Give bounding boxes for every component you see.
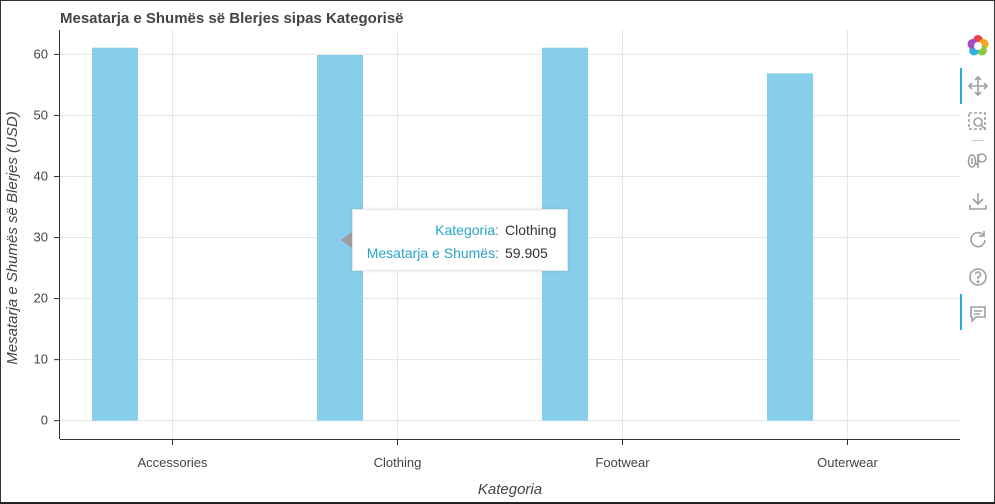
x-tick-label: Clothing [374, 455, 422, 470]
tooltip-arrow [341, 232, 352, 248]
x-tick-label: Accessories [137, 455, 208, 470]
help-icon[interactable] [966, 265, 990, 289]
box-zoom-icon[interactable] [966, 110, 990, 134]
tooltip-category-key: Kategoria: [435, 222, 499, 238]
hover-tooltip: Kategoria: Clothing Mesatarja e Shumës: … [352, 209, 568, 271]
toolbar-separator [972, 140, 984, 141]
reset-zoom-icon[interactable] [966, 148, 990, 172]
bar-outerwear [767, 73, 813, 420]
save-icon[interactable] [966, 189, 990, 213]
y-tick-label: 20 [34, 291, 48, 306]
bokeh-logo-icon[interactable] [966, 34, 990, 58]
y-tick-label: 60 [34, 46, 48, 61]
tooltip-value-value: 59.905 [505, 245, 548, 261]
x-tick-label: Outerwear [817, 455, 878, 470]
pan-icon[interactable] [966, 74, 990, 98]
y-tick-labels: 0 10 20 30 40 50 60 [34, 46, 48, 427]
chart-toolbar [958, 30, 995, 350]
y-axis-title: Mesatarja e Shumës së Blerjes (USD) [4, 111, 21, 364]
y-tick-label: 50 [34, 107, 48, 122]
y-tick-label: 10 [34, 352, 48, 367]
tooltip-value-key: Mesatarja e Shumës: [367, 245, 499, 261]
x-tick-label: Footwear [595, 455, 650, 470]
x-axis-title: Kategoria [478, 481, 542, 498]
bar-accessories [92, 48, 138, 421]
reset-icon[interactable] [966, 227, 990, 251]
x-tick-labels: Accessories Clothing Footwear Outerwear [137, 455, 878, 470]
y-tick-label: 40 [34, 169, 48, 184]
tooltip-category-value: Clothing [505, 222, 556, 238]
hover-icon[interactable] [966, 302, 990, 326]
pan-active-indicator [960, 68, 962, 104]
hover-active-indicator [960, 294, 962, 330]
y-tick-label: 30 [34, 230, 48, 245]
y-tick-label: 0 [41, 413, 48, 428]
